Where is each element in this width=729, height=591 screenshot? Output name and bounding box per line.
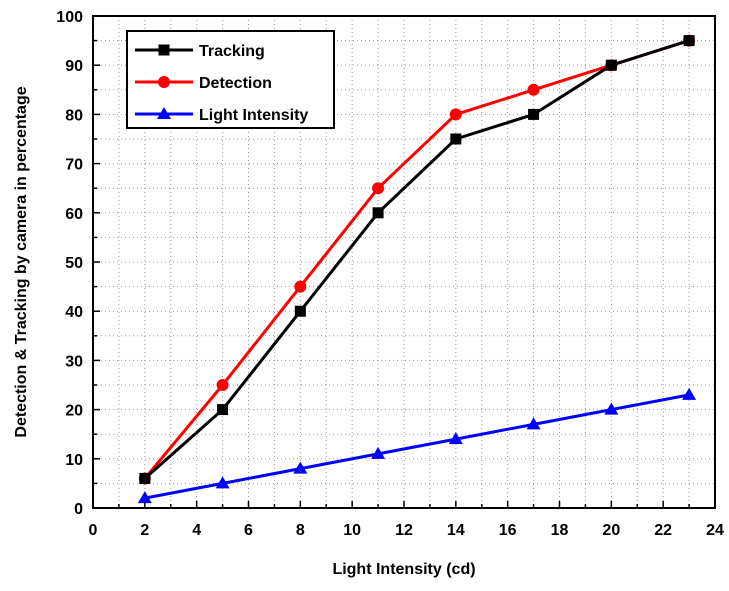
tracking-point [139,472,151,484]
tracking-point [372,207,384,219]
y-tick-label: 10 [65,452,83,469]
x-tick-label: 22 [654,522,672,539]
detection-point [294,280,307,293]
y-tick-label: 50 [65,255,83,272]
x-tick-label: 6 [244,522,253,539]
legend-marker-detection [158,76,170,88]
x-tick-label: 4 [192,522,201,539]
light-intensity-point [682,387,697,400]
legend-label-tracking: Tracking [199,43,265,60]
detection-point [216,379,229,391]
light-intensity-point [371,446,386,459]
y-tick-label: 30 [65,353,83,370]
light-intensity-point [526,417,541,430]
detection-point [449,108,462,121]
tracking-line [143,39,690,480]
x-tick-label: 24 [706,522,724,539]
y-axis-title: Detection & Tracking by camera in percen… [13,86,30,437]
tracking-point [605,59,617,71]
light-intensity-point [293,461,308,474]
legend-label-detection: Detection [199,75,272,92]
legend: Tracking Detection Light Intensity [126,30,335,129]
x-tick-label: 14 [447,522,465,539]
light-intensity-point [215,476,230,489]
series-light-intensity [137,387,697,504]
tracking-point [217,404,229,416]
x-tick-label: 0 [89,522,98,539]
axis-ticks [93,39,690,508]
tracking-point [294,305,306,317]
y-tick-label: 60 [65,206,83,223]
legend-marker-light-intensity [157,107,171,119]
x-tick-label: 12 [395,522,413,539]
light-intensity-point [137,491,152,504]
legend-label-light-intensity: Light Intensity [199,107,308,124]
y-tick-label: 20 [65,403,83,420]
light-intensity-line [144,393,690,500]
legend-marker-tracking [158,44,170,56]
detection-line [143,39,690,480]
tracking-point [528,108,540,120]
tracking-point [450,133,462,145]
x-tick-label: 16 [499,522,517,539]
series-layer [137,34,697,504]
y-tick-label: 0 [74,501,83,518]
x-tick-label: 10 [343,522,361,539]
y-tick-label: 90 [65,58,83,75]
x-tick-label: 20 [602,522,620,539]
y-tick-label: 80 [65,107,83,124]
detection-point [372,182,385,195]
x-tick-label: 8 [296,522,305,539]
y-tick-label: 40 [65,304,83,321]
y-tick-label: 100 [56,9,83,26]
x-axis-title: Light Intensity (cd) [332,561,475,578]
y-tick-label: 70 [65,157,83,174]
light-intensity-point [448,432,463,445]
series-tracking [139,35,695,484]
x-tick-label: 2 [140,522,149,539]
tracking-point [683,35,695,47]
light-intensity-point [604,402,619,415]
x-tick-label: 18 [551,522,569,539]
detection-point [527,83,540,96]
plot-area-frame [92,15,716,509]
tick-labels: 0 2 4 6 8 10 12 14 16 18 20 22 240102030405060708090… [56,9,724,539]
